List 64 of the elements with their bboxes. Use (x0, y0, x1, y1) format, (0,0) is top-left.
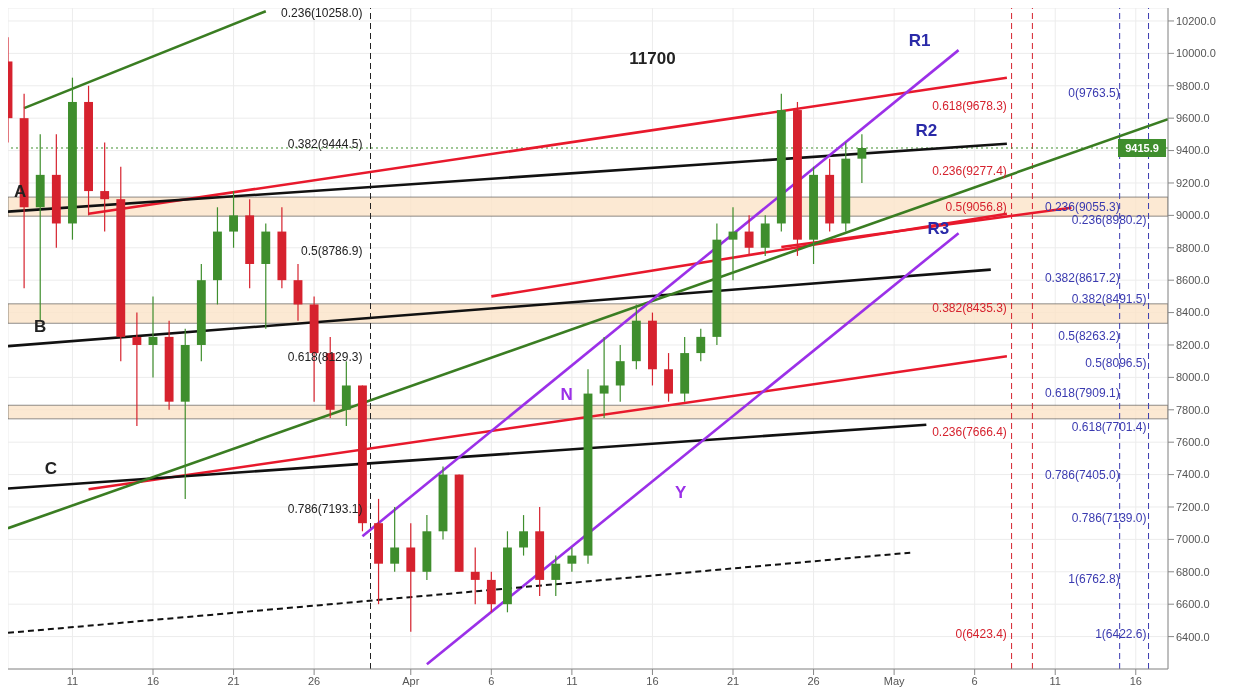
annotation: 11700 (629, 49, 676, 69)
y-tick-label: 10000.0 (1176, 47, 1216, 60)
x-tick-label: 6 (488, 674, 495, 687)
annotation: 0.382(8491.5) (1071, 291, 1147, 306)
y-tick-label: 7800.0 (1176, 403, 1210, 416)
y-tick-label: 6800.0 (1176, 565, 1210, 578)
x-tick-label: 16 (1129, 674, 1142, 687)
annotation: Y (674, 483, 687, 503)
y-tick-label: 6400.0 (1176, 630, 1210, 643)
x-tick-label: 16 (146, 674, 160, 687)
annotation: 0.618(7701.4) (1071, 419, 1147, 434)
y-tick-label: 7000.0 (1176, 533, 1210, 546)
y-tick-label: 9200.0 (1176, 176, 1210, 189)
annotation: 1(6422.6) (1095, 626, 1147, 641)
y-tick-label: 10200.0 (1176, 14, 1216, 27)
y-tick-label: 8600.0 (1176, 274, 1210, 287)
annotation: 0.236(9055.3) (1044, 200, 1120, 215)
annotation: 0.5(9056.8) (945, 200, 1007, 215)
y-tick-label: 9600.0 (1176, 112, 1210, 125)
x-tick-label: Apr (402, 674, 420, 687)
annotation: 0.618(7909.1) (1044, 386, 1120, 401)
annotation: 0(6423.4) (955, 626, 1007, 641)
y-tick-label: 7200.0 (1176, 500, 1210, 513)
annotation: 0.786(7139.0) (1071, 510, 1147, 525)
annotation: 0.236(8980.2) (1071, 212, 1147, 227)
annotation: C (44, 459, 58, 479)
annotation: B (34, 316, 47, 336)
x-tick-label: 21 (227, 674, 240, 687)
ref-line-label: 9415.9 (1125, 141, 1159, 154)
annotation: 0.786(7405.0) (1044, 467, 1120, 482)
annotation: 0.618(9678.3) (932, 99, 1007, 114)
x-tick-label: 11 (1049, 674, 1061, 687)
x-tick-label: 16 (646, 674, 659, 687)
y-tick-label: 9400.0 (1176, 144, 1210, 157)
x-tick-label: 11 (66, 674, 79, 687)
x-tick-label: 26 (807, 674, 820, 687)
annotation: R2 (915, 120, 938, 140)
annotation: 0.236(9277.4) (932, 164, 1007, 179)
y-tick-label: 8800.0 (1176, 241, 1210, 254)
y-tick-label: 9800.0 (1176, 79, 1210, 92)
annotation: 0.236(10258.0) (281, 5, 363, 20)
annotation: 0.5(8263.2) (1058, 328, 1120, 343)
y-tick-label: 6600.0 (1176, 598, 1210, 611)
y-tick-label: 7400.0 (1176, 468, 1210, 481)
y-tick-label: 7600.0 (1176, 436, 1210, 449)
annotation: 0.5(8096.5) (1085, 355, 1147, 370)
annotation: N (560, 384, 573, 404)
y-tick-label: 8200.0 (1176, 338, 1210, 351)
annotation: 0.382(8617.2) (1044, 271, 1120, 286)
x-tick-label: 6 (971, 674, 978, 687)
x-tick-label: 26 (307, 674, 321, 687)
x-tick-label: May (883, 674, 905, 687)
annotation: 0.236(7666.4) (932, 425, 1007, 440)
y-tick-label: 9000.0 (1176, 209, 1210, 222)
y-tick-label: 8000.0 (1176, 371, 1210, 384)
annotation: 0(9763.5) (1068, 85, 1120, 100)
annotation: 1(6762.8) (1068, 571, 1120, 586)
annotation: 0.382(9444.5) (287, 137, 363, 152)
x-tick-label: 21 (726, 674, 740, 687)
annotation: R1 (908, 31, 931, 51)
annotation: 0.5(8786.9) (301, 243, 363, 258)
x-tick-label: 11 (566, 674, 578, 687)
y-tick-label: 8400.0 (1176, 306, 1210, 319)
annotation: 0.382(8435.3) (932, 300, 1007, 315)
